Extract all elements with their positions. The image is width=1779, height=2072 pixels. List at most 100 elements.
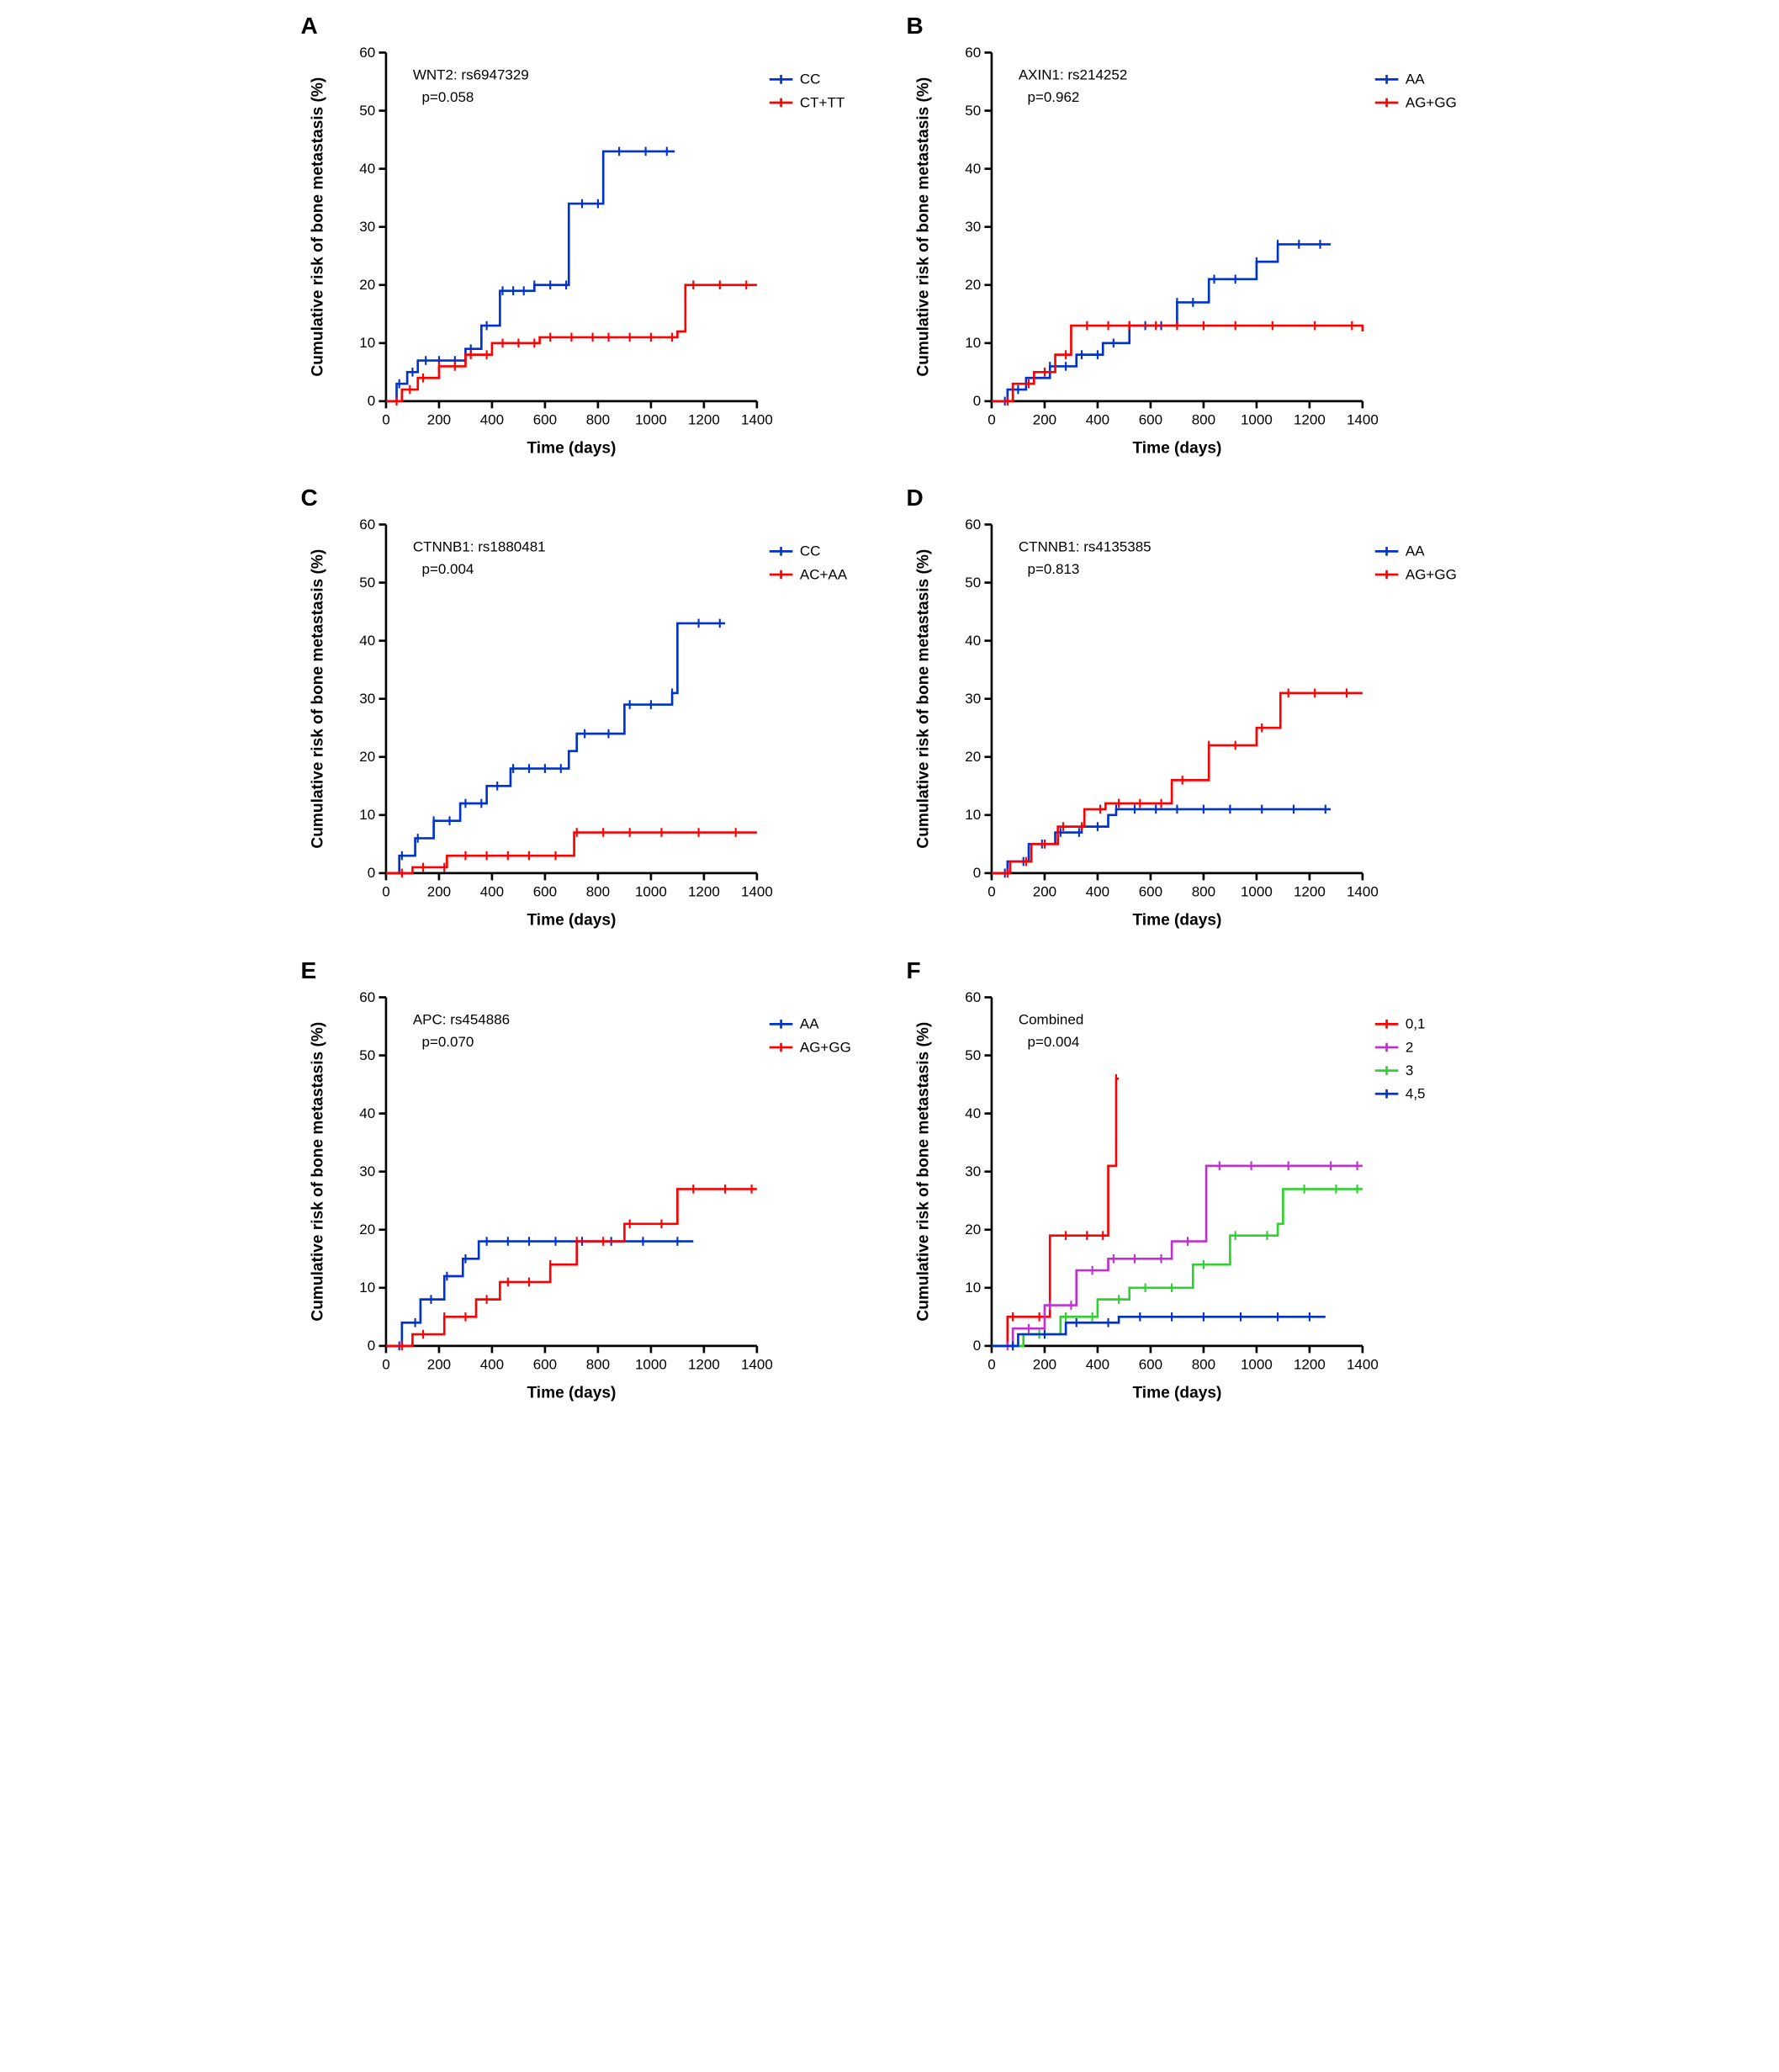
svg-text:600: 600 [532,1356,556,1372]
svg-text:200: 200 [426,412,450,428]
km-curve [385,151,674,401]
svg-text:30: 30 [359,691,375,707]
svg-text:0: 0 [972,865,980,881]
x-axis-label: Time (days) [1132,1384,1221,1402]
svg-text:800: 800 [1191,412,1215,428]
svg-text:10: 10 [965,335,981,351]
svg-text:1000: 1000 [1240,884,1272,900]
svg-text:600: 600 [1138,884,1162,900]
svg-text:60: 60 [359,45,375,61]
svg-text:50: 50 [359,1047,375,1062]
svg-text:1000: 1000 [1240,1356,1272,1372]
svg-text:0: 0 [367,865,374,881]
svg-text:10: 10 [965,807,981,823]
legend-label: AG+GG [1405,567,1456,583]
svg-text:1000: 1000 [634,412,666,428]
svg-text:20: 20 [359,277,375,293]
svg-text:50: 50 [359,103,375,119]
svg-text:50: 50 [965,575,981,591]
legend-label: AG+GG [1405,94,1456,110]
panel-title: Combined [1018,1011,1083,1027]
y-axis-label: Cumulative risk of bone metastasis (%) [914,77,932,377]
panel-letter: F [907,957,921,984]
svg-text:60: 60 [965,517,981,533]
legend-label: AA [799,1015,818,1031]
panel-letter: A [301,13,318,40]
legend-label: AG+GG [799,1039,850,1055]
svg-text:1200: 1200 [687,1356,719,1372]
svg-text:1200: 1200 [1293,412,1325,428]
svg-text:600: 600 [532,412,556,428]
x-axis-label: Time (days) [1132,912,1221,930]
panel-letter: C [301,485,318,511]
panel-title: APC: rs454886 [412,1011,509,1027]
y-axis-label: Cumulative risk of bone metastasis (%) [914,549,932,849]
svg-text:200: 200 [426,1356,450,1372]
svg-text:10: 10 [359,1280,375,1296]
km-curve [385,1241,692,1345]
svg-text:1000: 1000 [1240,412,1272,428]
svg-text:1200: 1200 [687,884,719,900]
svg-text:20: 20 [965,1221,981,1237]
x-axis-label: Time (days) [527,440,616,458]
svg-text:30: 30 [359,1163,375,1179]
panel-B: B02004006008001000120014000102030405060T… [907,17,1479,464]
svg-text:0: 0 [382,884,389,900]
svg-text:600: 600 [532,884,556,900]
svg-text:1400: 1400 [740,884,772,900]
legend-label: AC+AA [799,567,847,583]
svg-text:50: 50 [965,1047,981,1062]
svg-text:800: 800 [1191,1356,1215,1372]
svg-text:60: 60 [965,45,981,61]
km-curve [991,693,1362,873]
legend-label: CT+TT [799,94,844,110]
svg-text:0: 0 [987,884,995,900]
svg-text:200: 200 [1032,412,1056,428]
svg-text:30: 30 [359,219,375,235]
svg-text:800: 800 [585,884,609,900]
km-curve [991,1165,1362,1345]
svg-text:20: 20 [359,1221,375,1237]
panel-title: CTNNB1: rs4135385 [1018,539,1151,555]
svg-text:600: 600 [1138,412,1162,428]
svg-text:60: 60 [359,517,375,533]
svg-text:10: 10 [359,335,375,351]
svg-text:200: 200 [1032,884,1056,900]
panel-A: A02004006008001000120014000102030405060T… [301,17,873,464]
panel-title: WNT2: rs6947329 [412,66,528,82]
svg-text:50: 50 [965,103,981,119]
svg-text:20: 20 [965,749,981,765]
svg-text:0: 0 [987,412,995,428]
svg-text:30: 30 [965,691,981,707]
svg-text:20: 20 [359,749,375,765]
panel-letter: D [907,485,924,511]
svg-text:800: 800 [585,1356,609,1372]
p-value: p=0.813 [1027,561,1079,577]
svg-text:400: 400 [479,1356,503,1372]
svg-text:0: 0 [987,1356,995,1372]
svg-text:400: 400 [1085,412,1109,428]
panel-C: C02004006008001000120014000102030405060T… [301,489,873,935]
x-axis-label: Time (days) [527,912,616,930]
km-curve [991,1317,1325,1346]
svg-text:10: 10 [965,1280,981,1296]
svg-text:800: 800 [1191,884,1215,900]
p-value: p=0.962 [1027,89,1079,105]
svg-text:200: 200 [426,884,450,900]
svg-text:40: 40 [965,161,981,177]
y-axis-label: Cumulative risk of bone metastasis (%) [309,77,326,377]
svg-text:400: 400 [479,412,503,428]
svg-text:0: 0 [382,1356,389,1372]
svg-text:0: 0 [367,393,374,409]
svg-text:30: 30 [965,219,981,235]
km-curve [991,326,1362,401]
km-curve [385,623,724,873]
svg-text:1200: 1200 [1293,884,1325,900]
svg-text:1200: 1200 [1293,1356,1325,1372]
svg-text:1400: 1400 [1346,1356,1378,1372]
legend-label: CC [799,543,820,559]
svg-text:400: 400 [479,884,503,900]
svg-text:1400: 1400 [1346,884,1378,900]
y-axis-label: Cumulative risk of bone metastasis (%) [309,549,326,849]
legend-label: 3 [1405,1062,1412,1078]
